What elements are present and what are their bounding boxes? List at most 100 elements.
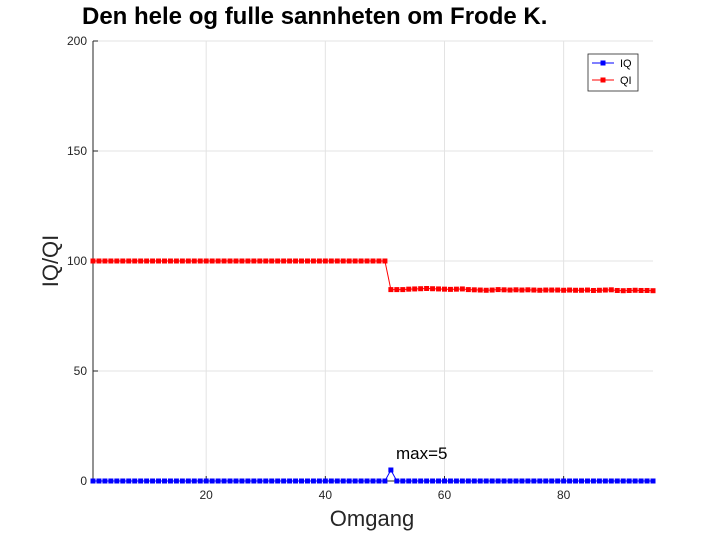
max-annotation: max=5 [396, 444, 448, 463]
data-point-qi [418, 286, 424, 292]
data-point-iq [322, 478, 328, 484]
data-point-qi [281, 258, 287, 264]
data-point-qi [120, 258, 126, 264]
data-point-qi [602, 287, 608, 293]
y-tick-label: 200 [67, 34, 87, 48]
data-point-iq [608, 478, 614, 484]
data-point-qi [340, 258, 346, 264]
data-point-qi [364, 258, 370, 264]
data-point-qi [471, 287, 477, 293]
y-tick-label: 50 [74, 364, 88, 378]
data-point-iq [352, 478, 358, 484]
data-point-qi [161, 258, 167, 264]
data-point-qi [263, 258, 269, 264]
data-point-qi [382, 258, 388, 264]
data-point-qi [632, 287, 638, 293]
data-point-qi [299, 258, 305, 264]
data-point-qi [209, 258, 215, 264]
tick-labels: 20 40 60 80 0 50 100 150 200 [67, 34, 571, 502]
data-point-qi [501, 287, 507, 293]
data-point-qi [358, 258, 364, 264]
data-point-iq [144, 478, 150, 484]
data-point-qi [102, 258, 108, 264]
data-point-iq [299, 478, 305, 484]
data-point-iq [394, 478, 400, 484]
data-point-iq [179, 478, 185, 484]
data-point-iq [388, 467, 394, 473]
data-point-qi [269, 258, 275, 264]
data-point-iq [287, 478, 293, 484]
data-point-iq [430, 478, 436, 484]
data-point-iq [245, 478, 251, 484]
data-point-iq [644, 478, 650, 484]
data-point-qi [638, 287, 644, 293]
data-point-iq [281, 478, 287, 484]
data-point-iq [108, 478, 114, 484]
data-point-iq [227, 478, 233, 484]
data-point-iq [126, 478, 132, 484]
data-point-qi [495, 287, 501, 293]
data-point-iq [269, 478, 275, 484]
data-point-qi [614, 287, 620, 293]
data-point-qi [346, 258, 352, 264]
data-point-iq [215, 478, 221, 484]
data-point-iq [584, 478, 590, 484]
data-point-iq [346, 478, 352, 484]
data-point-iq [203, 478, 209, 484]
data-point-iq [233, 478, 239, 484]
data-point-iq [614, 478, 620, 484]
data-point-iq [453, 478, 459, 484]
data-point-iq [507, 478, 513, 484]
data-point-qi [543, 287, 549, 293]
data-point-qi [227, 258, 233, 264]
data-point-qi [144, 258, 150, 264]
data-point-iq [483, 478, 489, 484]
data-point-iq [120, 478, 126, 484]
data-point-iq [567, 478, 573, 484]
data-point-qi [388, 287, 394, 293]
y-tick-label: 150 [67, 144, 87, 158]
data-point-iq [161, 478, 167, 484]
data-point-qi [203, 258, 209, 264]
data-point-iq [489, 478, 495, 484]
data-point-qi [245, 258, 251, 264]
data-point-iq [209, 478, 215, 484]
data-point-iq [251, 478, 257, 484]
data-point-qi [132, 258, 138, 264]
data-point-iq [138, 478, 144, 484]
data-point-qi [304, 258, 310, 264]
legend-marker-iq [600, 60, 606, 66]
data-point-qi [519, 287, 525, 293]
data-point-qi [561, 287, 567, 293]
data-point-qi [441, 286, 447, 292]
data-point-qi [424, 286, 430, 291]
x-tick-label: 20 [200, 488, 214, 502]
data-point-iq [459, 478, 465, 484]
data-point-qi [108, 258, 114, 264]
data-point-qi [465, 287, 471, 293]
data-point-iq [167, 478, 173, 484]
data-point-iq [596, 478, 602, 484]
data-point-iq [525, 478, 531, 484]
data-point-iq [501, 478, 507, 484]
data-point-iq [102, 478, 108, 484]
legend-marker-qi [600, 77, 606, 83]
legend-label-iq: IQ [620, 58, 632, 70]
data-point-iq [376, 478, 382, 484]
data-point-qi [328, 258, 334, 264]
data-point-qi [412, 286, 418, 292]
x-axis-label: Omgang [330, 506, 414, 531]
data-point-qi [555, 287, 561, 293]
data-point-iq [424, 478, 430, 484]
data-point-iq [543, 478, 549, 484]
data-point-iq [495, 478, 501, 484]
data-point-qi [239, 258, 245, 264]
data-point-iq [382, 478, 388, 484]
data-point-qi [138, 258, 144, 264]
data-point-qi [126, 258, 132, 264]
data-point-iq [650, 478, 656, 484]
data-point-qi [459, 286, 465, 292]
data-point-qi [251, 258, 257, 264]
